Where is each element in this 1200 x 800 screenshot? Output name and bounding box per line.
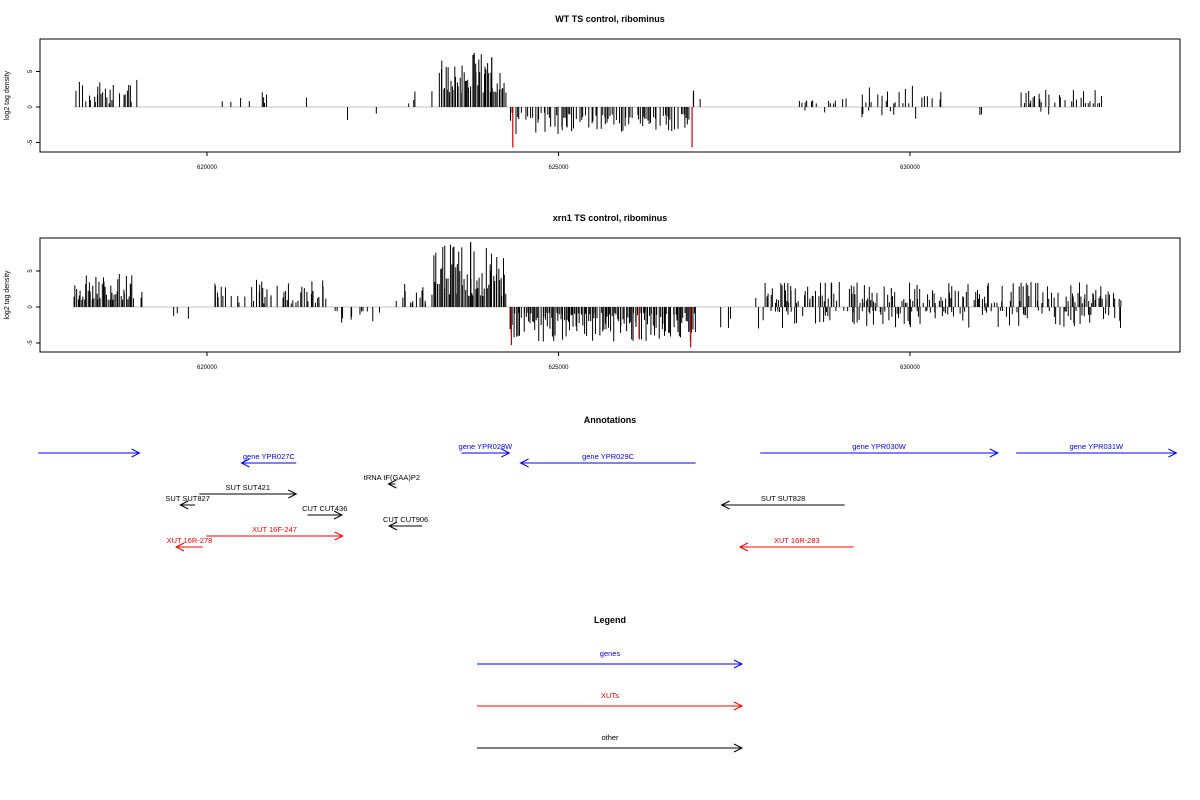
x-tick-label: 630000	[900, 365, 921, 371]
arrow-head	[733, 743, 744, 753]
x-tick-label: 620000	[197, 165, 218, 171]
annotations-title: Annotations	[584, 415, 637, 425]
y-axis-label: log2 tag density	[4, 270, 11, 320]
track-panel-1: WT TS control, ribominus -5 0 5 log2 tag den…	[4, 14, 1181, 171]
y-tick-label: -5	[28, 139, 34, 145]
annotation-arrow	[461, 448, 511, 458]
annotation-arrow	[199, 489, 298, 499]
annotation-arrow	[240, 458, 297, 468]
arrow-head	[989, 448, 999, 458]
plot-frame	[39, 237, 1181, 353]
annotation-label: gene YPR027C	[243, 452, 296, 461]
arrow-head	[733, 701, 744, 711]
annotation-arrow	[206, 531, 344, 541]
annotation-arrow	[174, 542, 203, 552]
panel-title: WT TS control, ribominus	[555, 14, 665, 24]
legend-label: genes	[600, 649, 621, 658]
annotation-arrow	[307, 510, 344, 520]
y-tick-label: 0	[28, 105, 34, 109]
x-tick-label: 630000	[900, 165, 921, 171]
arrow-head	[333, 510, 344, 520]
annotation-label: gene YPR028W	[459, 442, 514, 451]
x-tick-label: 620000	[197, 365, 218, 371]
annotation-arrow	[738, 542, 854, 552]
annotation-label: XUT 16F-247	[252, 525, 297, 534]
y-axis-label: log2 tag density	[4, 70, 11, 120]
arrow-head	[733, 659, 744, 669]
annotation-label: gene YPR030W	[852, 442, 907, 451]
annotation-track: gene YPR027C gene YPR028W gene YPR029C gene…	[38, 442, 1178, 552]
x-tick-label: 625000	[548, 365, 569, 371]
annotation-label: CUT CUT436	[302, 504, 347, 513]
legend: genes XUTs other	[477, 649, 744, 753]
plot-frame	[39, 38, 1181, 153]
legend-arrow	[477, 659, 744, 669]
annotation-label: XUT 16R-283	[774, 536, 820, 545]
arrow-head	[1168, 448, 1178, 458]
arrow-head	[288, 489, 298, 499]
annotation-arrow	[387, 479, 397, 489]
annotation-label: SUT SUT828	[761, 494, 805, 503]
arrow-head	[179, 500, 189, 510]
y-tick-label: -5	[28, 340, 34, 346]
density-bars	[75, 53, 1103, 148]
annotation-arrow	[179, 500, 196, 510]
annotation-label: gene YPR029C	[582, 452, 635, 461]
legend-arrow	[477, 743, 744, 753]
annotation-label: SUT SUT827	[165, 494, 209, 503]
annotation-arrow	[1016, 448, 1178, 458]
arrow-head	[720, 500, 730, 510]
panel-title: xrn1 TS control, ribominus	[553, 213, 668, 223]
arrow-head	[387, 521, 398, 531]
annotation-arrow	[720, 500, 845, 510]
annotation-label: XUT 16R-278	[167, 536, 213, 545]
legend-arrow	[477, 701, 744, 711]
y-tick-label: 5	[28, 69, 34, 73]
arrow-head	[387, 479, 397, 489]
arrow-head	[519, 458, 529, 468]
legend-label: other	[601, 733, 619, 742]
density-bars	[73, 242, 1122, 348]
track-panel-2: xrn1 TS control, ribominus -5 0 5 log2 tag d…	[4, 213, 1181, 371]
annotation-arrow	[760, 448, 999, 458]
annotation-arrow	[519, 458, 696, 468]
arrow-head	[738, 542, 749, 552]
arrow-head	[131, 448, 141, 458]
annotation-label: CUT CUT906	[383, 515, 428, 524]
arrow-head	[334, 531, 344, 541]
legend-title: Legend	[594, 615, 626, 625]
y-tick-label: 0	[28, 305, 34, 309]
legend-label: XUTs	[601, 691, 619, 700]
annotation-arrow	[387, 521, 423, 531]
arrow-head	[174, 542, 185, 552]
annotation-label: SUT SUT421	[226, 483, 270, 492]
y-tick-label: 5	[28, 269, 34, 273]
x-tick-label: 625000	[548, 165, 569, 171]
arrow-head	[501, 448, 511, 458]
annotation-arrow	[38, 448, 141, 458]
arrow-head	[240, 458, 250, 468]
annotation-label: gene YPR031W	[1069, 442, 1124, 451]
annotation-label: tRNA tF(GAA)P2	[364, 473, 420, 482]
